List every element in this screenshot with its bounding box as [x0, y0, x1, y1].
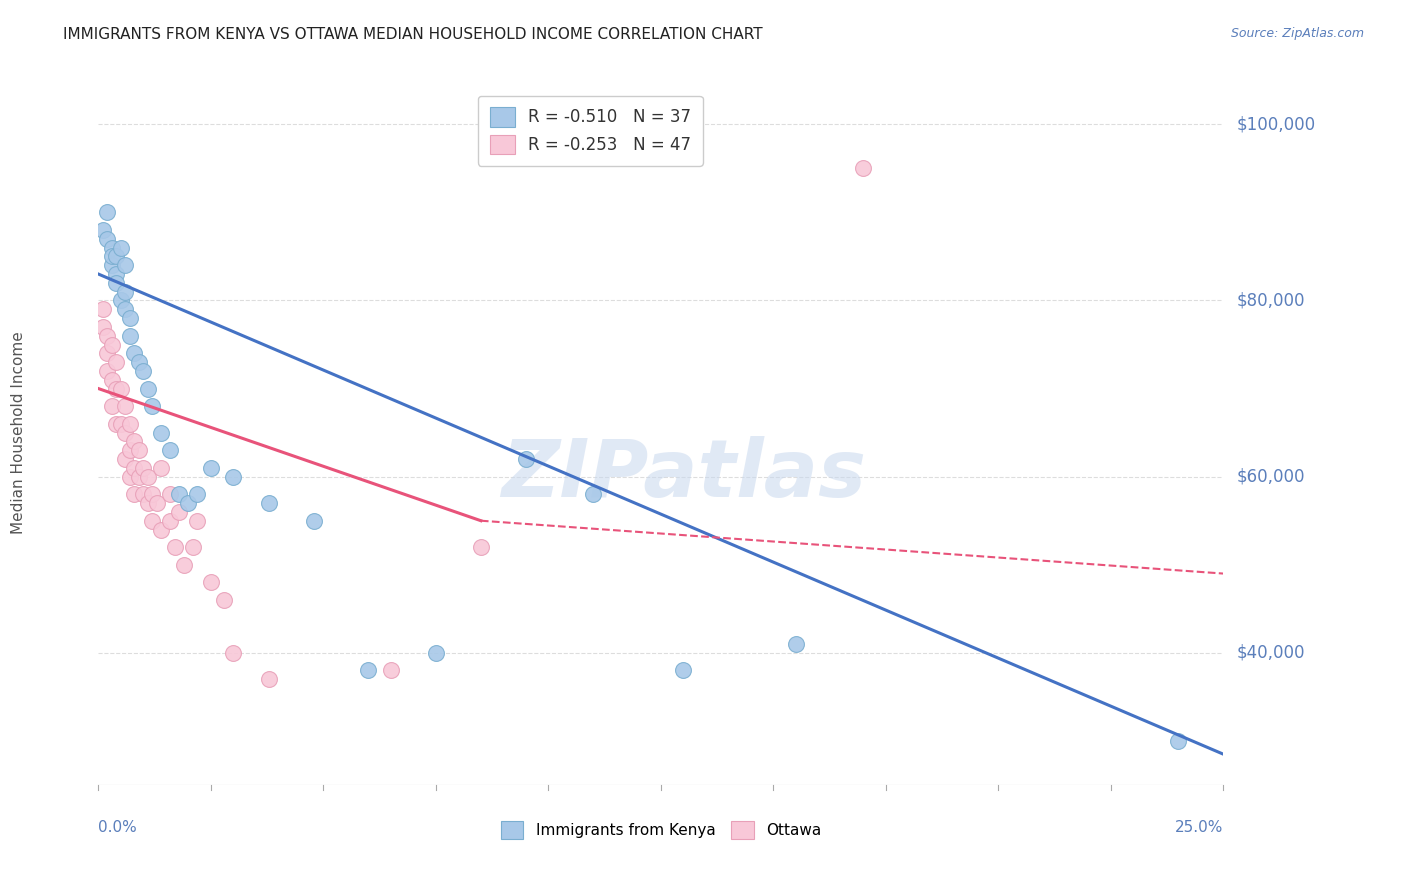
- Point: [259, 496, 281, 510]
- Point: [1167, 734, 1189, 748]
- Point: [159, 443, 181, 458]
- Point: [259, 673, 281, 687]
- Point: [128, 469, 150, 483]
- Text: Source: ZipAtlas.com: Source: ZipAtlas.com: [1230, 27, 1364, 40]
- Point: [141, 399, 163, 413]
- Point: [114, 258, 136, 272]
- Point: [101, 241, 124, 255]
- Point: [214, 593, 236, 607]
- Point: [132, 487, 155, 501]
- Point: [222, 469, 245, 483]
- Text: $40,000: $40,000: [1237, 644, 1305, 662]
- Point: [186, 514, 208, 528]
- Text: IMMIGRANTS FROM KENYA VS OTTAWA MEDIAN HOUSEHOLD INCOME CORRELATION CHART: IMMIGRANTS FROM KENYA VS OTTAWA MEDIAN H…: [63, 27, 763, 42]
- Point: [110, 382, 132, 396]
- Point: [110, 241, 132, 255]
- Point: [118, 328, 141, 343]
- Text: ZIPatlas: ZIPatlas: [501, 436, 866, 514]
- Point: [177, 496, 200, 510]
- Point: [163, 540, 186, 554]
- Point: [118, 311, 141, 326]
- Point: [146, 496, 169, 510]
- Point: [96, 205, 118, 219]
- Point: [101, 373, 124, 387]
- Point: [186, 487, 208, 501]
- Point: [132, 364, 155, 378]
- Point: [91, 302, 114, 317]
- Point: [785, 637, 807, 651]
- Point: [118, 443, 141, 458]
- Point: [181, 540, 204, 554]
- Point: [110, 293, 132, 308]
- Text: $60,000: $60,000: [1237, 467, 1305, 485]
- Point: [124, 487, 146, 501]
- Point: [128, 355, 150, 369]
- Point: [105, 382, 128, 396]
- Point: [470, 540, 492, 554]
- Point: [173, 558, 195, 572]
- Point: [110, 417, 132, 431]
- Point: [96, 232, 118, 246]
- Point: [124, 434, 146, 449]
- Point: [105, 249, 128, 264]
- Point: [136, 469, 159, 483]
- Point: [96, 346, 118, 360]
- Point: [118, 469, 141, 483]
- Text: 25.0%: 25.0%: [1175, 821, 1223, 835]
- Point: [357, 664, 380, 678]
- Text: 0.0%: 0.0%: [98, 821, 138, 835]
- Point: [169, 487, 191, 501]
- Point: [105, 276, 128, 290]
- Point: [141, 514, 163, 528]
- Point: [101, 399, 124, 413]
- Text: Median Household Income: Median Household Income: [11, 331, 27, 534]
- Point: [101, 337, 124, 351]
- Point: [222, 646, 245, 660]
- Point: [582, 487, 605, 501]
- Point: [150, 461, 173, 475]
- Point: [128, 443, 150, 458]
- Point: [132, 461, 155, 475]
- Point: [515, 452, 537, 467]
- Point: [672, 664, 695, 678]
- Point: [200, 575, 222, 590]
- Point: [200, 461, 222, 475]
- Point: [96, 328, 118, 343]
- Point: [118, 417, 141, 431]
- Point: [124, 461, 146, 475]
- Point: [169, 505, 191, 519]
- Point: [114, 399, 136, 413]
- Point: [114, 302, 136, 317]
- Point: [304, 514, 326, 528]
- Point: [124, 346, 146, 360]
- Point: [150, 425, 173, 440]
- Point: [141, 487, 163, 501]
- Point: [105, 417, 128, 431]
- Point: [852, 161, 875, 176]
- Text: $100,000: $100,000: [1237, 115, 1316, 133]
- Point: [425, 646, 447, 660]
- Point: [114, 452, 136, 467]
- Point: [136, 496, 159, 510]
- Point: [159, 514, 181, 528]
- Point: [136, 382, 159, 396]
- Point: [101, 258, 124, 272]
- Point: [114, 425, 136, 440]
- Point: [159, 487, 181, 501]
- Legend: Immigrants from Kenya, Ottawa: Immigrants from Kenya, Ottawa: [491, 812, 831, 847]
- Point: [101, 249, 124, 264]
- Point: [91, 223, 114, 237]
- Point: [105, 267, 128, 281]
- Point: [96, 364, 118, 378]
- Point: [114, 285, 136, 299]
- Text: $80,000: $80,000: [1237, 292, 1305, 310]
- Point: [91, 320, 114, 334]
- Point: [380, 664, 402, 678]
- Point: [105, 355, 128, 369]
- Point: [150, 523, 173, 537]
